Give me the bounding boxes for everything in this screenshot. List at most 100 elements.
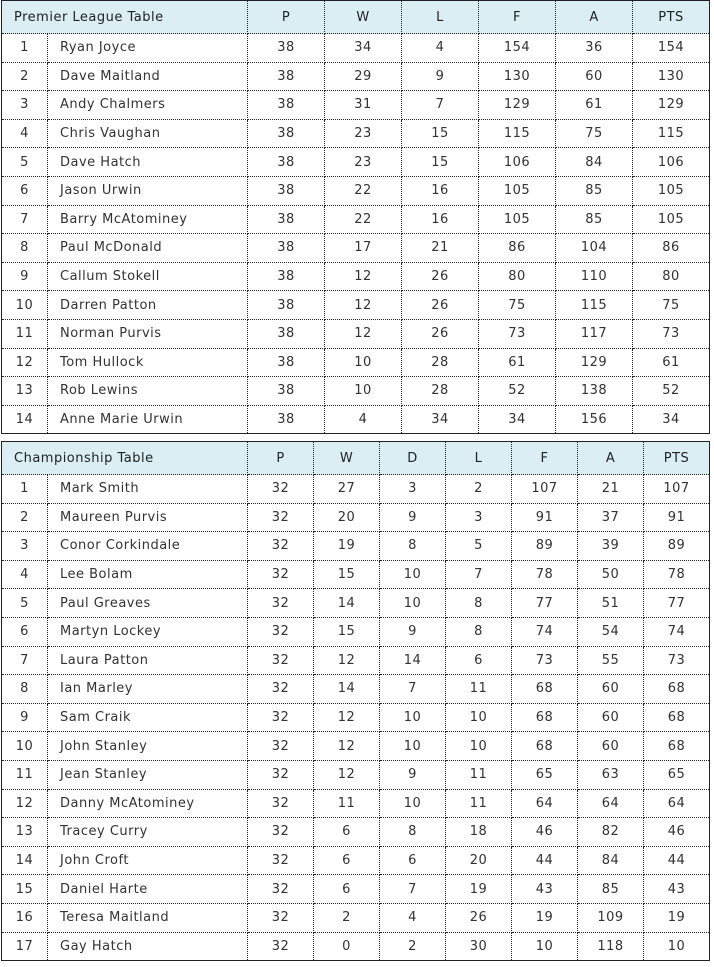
table-title: Championship Table	[0, 441, 249, 475]
stat-cell: 129	[555, 347, 634, 378]
stat-cell: 109	[577, 902, 645, 933]
player-name-cell: Sam Craik	[46, 702, 249, 733]
column-header: F	[511, 441, 579, 475]
stat-cell: 74	[511, 616, 579, 647]
stat-cell: 18	[445, 817, 513, 847]
table-row: 1 Mark Smith 32 27 3 2 107 21 107	[1, 474, 711, 504]
stat-cell: 104	[555, 233, 634, 263]
player-name-cell: Danny McAtominey	[46, 788, 249, 819]
stat-cell: 23	[324, 147, 403, 177]
stat-cell: 32	[247, 531, 315, 561]
stat-cell: 46	[643, 817, 711, 847]
stat-cell: 110	[555, 261, 634, 292]
stat-cell: 34	[632, 404, 711, 435]
stat-cell: 12	[313, 645, 381, 676]
stat-cell: 6	[313, 874, 381, 904]
stat-cell: 32	[247, 616, 315, 647]
table-row: 8 Ian Marley 32 14 7 11 68 60 68	[1, 674, 711, 704]
stat-cell: 4	[324, 404, 403, 435]
stat-cell: 154	[632, 33, 711, 63]
stat-cell: 16	[401, 204, 480, 235]
stat-cell: 7	[401, 90, 480, 120]
stat-cell: 68	[511, 702, 579, 733]
stat-cell: 22	[324, 175, 403, 206]
stat-cell: 73	[643, 645, 711, 676]
stat-cell: 10	[379, 702, 447, 733]
stat-cell: 84	[555, 147, 634, 177]
player-name-cell: Anne Marie Urwin	[46, 404, 249, 435]
stat-cell: 77	[511, 588, 579, 618]
stat-cell: 32	[247, 502, 315, 533]
table-row: 14 John Croft 32 6 6 20 44 84 44	[1, 845, 711, 876]
position-cell: 5	[1, 147, 48, 177]
stat-cell: 115	[478, 118, 557, 149]
stat-cell: 0	[313, 931, 381, 962]
stat-cell: 75	[632, 290, 711, 320]
stat-cell: 28	[401, 376, 480, 406]
stat-cell: 3	[379, 474, 447, 504]
player-name-cell: John Stanley	[46, 731, 249, 761]
player-name-cell: Laura Patton	[46, 645, 249, 676]
stat-cell: 60	[555, 61, 634, 92]
stat-cell: 129	[478, 90, 557, 120]
stat-cell: 12	[324, 318, 403, 349]
position-cell: 4	[1, 559, 48, 590]
stat-cell: 21	[577, 474, 645, 504]
stat-cell: 65	[511, 759, 579, 790]
stat-cell: 154	[478, 33, 557, 63]
stat-cell: 38	[247, 347, 326, 378]
stat-cell: 38	[247, 318, 326, 349]
player-name-cell: Darren Patton	[46, 290, 249, 320]
position-cell: 11	[1, 759, 48, 790]
table-row: 5 Dave Hatch 38 23 15 106 84 106	[1, 147, 711, 177]
stat-cell: 28	[401, 347, 480, 378]
stat-cell: 107	[511, 474, 579, 504]
stat-cell: 130	[632, 61, 711, 92]
position-cell: 1	[1, 33, 48, 63]
stat-cell: 32	[247, 817, 315, 847]
stat-cell: 52	[478, 376, 557, 406]
table-row: 13 Tracey Curry 32 6 8 18 46 82 46	[1, 817, 711, 847]
stat-cell: 82	[577, 817, 645, 847]
stat-cell: 32	[247, 902, 315, 933]
stat-cell: 105	[478, 204, 557, 235]
stat-cell: 91	[643, 502, 711, 533]
stat-cell: 32	[247, 674, 315, 704]
player-name-cell: Daniel Harte	[46, 874, 249, 904]
stat-cell: 32	[247, 845, 315, 876]
stat-cell: 11	[445, 674, 513, 704]
stat-cell: 10	[511, 931, 579, 962]
column-header: PTS	[643, 441, 711, 475]
table-row: 3 Conor Corkindale 32 19 8 5 89 39 89	[1, 531, 711, 561]
stat-cell: 34	[478, 404, 557, 435]
stat-cell: 9	[401, 61, 480, 92]
table-row: 6 Jason Urwin 38 22 16 105 85 105	[1, 175, 711, 206]
stat-cell: 52	[632, 376, 711, 406]
stat-cell: 68	[643, 674, 711, 704]
stat-cell: 37	[577, 502, 645, 533]
position-cell: 7	[1, 645, 48, 676]
stat-cell: 32	[247, 645, 315, 676]
stat-cell: 19	[313, 531, 381, 561]
stat-cell: 38	[247, 404, 326, 435]
player-name-cell: Rob Lewins	[46, 376, 249, 406]
stat-cell: 61	[555, 90, 634, 120]
stat-cell: 74	[643, 616, 711, 647]
stat-cell: 7	[445, 559, 513, 590]
stat-cell: 23	[324, 118, 403, 149]
stat-cell: 138	[555, 376, 634, 406]
stat-cell: 117	[555, 318, 634, 349]
stat-cell: 75	[555, 118, 634, 149]
stat-cell: 17	[324, 233, 403, 263]
table-row: 3 Andy Chalmers 38 31 7 129 61 129	[1, 90, 711, 120]
stat-cell: 32	[247, 931, 315, 962]
stat-cell: 38	[247, 118, 326, 149]
player-name-cell: Teresa Maitland	[46, 902, 249, 933]
column-header: W	[313, 441, 381, 475]
table-row: 7 Laura Patton 32 12 14 6 73 55 73	[1, 645, 711, 676]
stat-cell: 38	[247, 175, 326, 206]
stat-cell: 10	[324, 376, 403, 406]
stat-cell: 32	[247, 474, 315, 504]
stat-cell: 5	[445, 531, 513, 561]
stat-cell: 26	[401, 290, 480, 320]
